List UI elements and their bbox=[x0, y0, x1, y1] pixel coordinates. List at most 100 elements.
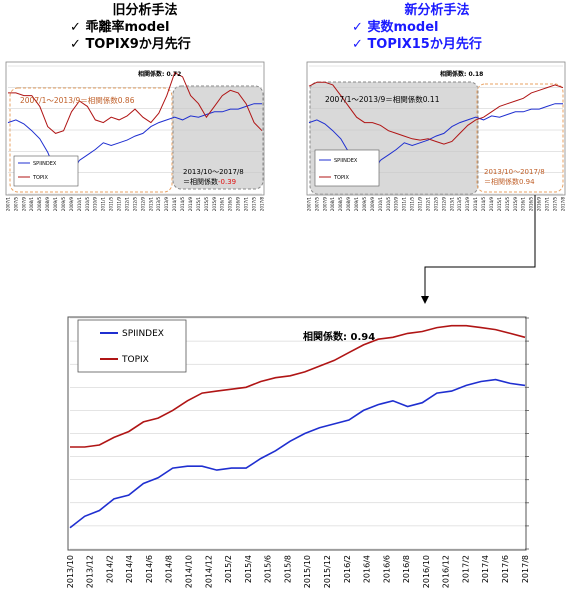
legend-label: SPIINDEX bbox=[334, 158, 358, 164]
x-tick-label: 2009/9 bbox=[69, 197, 74, 212]
new-method-title: 新分析手法 bbox=[404, 3, 470, 18]
x-tick-label: 2012/5 bbox=[433, 197, 438, 212]
x-tick-label: 2015/9 bbox=[513, 197, 518, 212]
old-highlight-box bbox=[172, 85, 264, 190]
x-tick-label: 2014/5 bbox=[481, 197, 486, 212]
annotation-text: ＝相関係数0.94 bbox=[484, 177, 535, 186]
x-tick-label: 2014/9 bbox=[489, 197, 494, 212]
x-tick-label: 2013/12 bbox=[86, 555, 95, 588]
annotation-text: 2013/10～2017/8 bbox=[183, 168, 244, 176]
x-tick-label: 2014/9 bbox=[188, 197, 193, 212]
x-tick-label: 2007/1 bbox=[5, 197, 10, 212]
series-line-topix bbox=[308, 81, 564, 145]
x-tick-label: 2013/5 bbox=[156, 197, 161, 212]
x-tick-label: 2009/5 bbox=[61, 197, 66, 212]
legend-label: SPIINDEX bbox=[122, 329, 164, 339]
x-tick-label: 2014/2 bbox=[105, 555, 114, 583]
x-tick-label: 2008/9 bbox=[45, 197, 50, 212]
legend-label: SPIINDEX bbox=[33, 161, 57, 167]
x-tick-label: 2008/1 bbox=[29, 197, 34, 212]
x-tick-label: 2015/10 bbox=[303, 555, 312, 588]
legend-label: TOPIX bbox=[333, 175, 349, 181]
x-tick-label: 2011/9 bbox=[117, 197, 122, 212]
x-tick-label: 2017/6 bbox=[501, 555, 510, 583]
x-tick-label: 2013/1 bbox=[148, 197, 153, 212]
x-tick-label: 2007/1 bbox=[306, 197, 311, 212]
x-tick-label: 2012/1 bbox=[426, 197, 431, 212]
x-tick-label: 2010/5 bbox=[85, 197, 90, 212]
x-tick-label: 2011/9 bbox=[418, 197, 423, 212]
x-tick-label: 2015/5 bbox=[505, 197, 510, 212]
x-tick-label: 2016/2 bbox=[343, 555, 352, 583]
x-tick-label: 2015/9 bbox=[212, 197, 217, 212]
x-tick-label: 2015/12 bbox=[323, 555, 332, 588]
x-tick-label: 2013/9 bbox=[164, 197, 169, 212]
x-tick-label: 2017/8 bbox=[259, 197, 264, 212]
x-tick-label: 2017/1 bbox=[244, 197, 249, 212]
x-tick-label: 2015/5 bbox=[204, 197, 209, 212]
x-tick-label: 2014/4 bbox=[125, 555, 134, 583]
x-tick-label: 2016/5 bbox=[228, 197, 233, 212]
x-tick-label: 2007/5 bbox=[314, 197, 319, 212]
x-tick-label: 2017/5 bbox=[252, 197, 257, 212]
x-tick-label: 2016/9 bbox=[537, 197, 542, 212]
x-tick-label: 2009/9 bbox=[370, 197, 375, 212]
x-tick-label: 2016/1 bbox=[220, 197, 225, 212]
legend-label: TOPIX bbox=[32, 175, 48, 181]
x-tick-label: 2009/5 bbox=[362, 197, 367, 212]
x-tick-label: 2017/1 bbox=[545, 197, 550, 212]
x-tick-label: 2011/5 bbox=[410, 197, 415, 212]
x-tick-label: 2012/9 bbox=[441, 197, 446, 212]
new-method-item-1: ✓ 実数model bbox=[352, 20, 439, 35]
series-line-topix bbox=[8, 71, 263, 134]
x-tick-label: 2011/1 bbox=[402, 197, 407, 212]
x-tick-label: 2007/5 bbox=[13, 197, 18, 212]
x-tick-label: 2014/5 bbox=[180, 197, 185, 212]
new-method-item-2: ✓ TOPIX15か月先行 bbox=[352, 37, 482, 52]
x-tick-label: 2016/1 bbox=[521, 197, 526, 212]
x-tick-label: 2015/2 bbox=[224, 555, 233, 583]
x-tick-label: 2015/6 bbox=[264, 555, 273, 583]
x-tick-label: 2010/9 bbox=[93, 197, 98, 212]
check-icon: ✓ bbox=[352, 20, 363, 35]
old-method-heading: 旧分析手法 ✓ 乖離率model ✓ TOPIX9か月先行 bbox=[70, 2, 220, 53]
x-tick-label: 2016/4 bbox=[363, 555, 372, 583]
x-tick-label: 2017/5 bbox=[553, 197, 558, 212]
x-tick-label: 2012/9 bbox=[140, 197, 145, 212]
chart-legend bbox=[13, 155, 79, 187]
x-tick-label: 2014/6 bbox=[145, 555, 154, 583]
old-method-item-2: ✓ TOPIX9か月先行 bbox=[70, 37, 191, 52]
x-tick-label: 2017/8 bbox=[521, 555, 530, 583]
x-tick-label: 2009/1 bbox=[53, 197, 58, 212]
old-method-title: 旧分析手法 bbox=[112, 3, 178, 18]
x-tick-label: 2012/1 bbox=[125, 197, 130, 212]
x-tick-label: 2016/5 bbox=[529, 197, 534, 212]
legend-label: TOPIX bbox=[121, 355, 149, 365]
x-tick-label: 2007/9 bbox=[21, 197, 26, 212]
x-tick-label: 2014/8 bbox=[165, 555, 174, 583]
x-tick-label: 2015/1 bbox=[196, 197, 201, 212]
new-method-heading: 新分析手法 ✓ 実数model ✓ TOPIX15か月先行 bbox=[352, 2, 522, 53]
x-tick-label: 2010/1 bbox=[378, 197, 383, 212]
x-tick-label: 2007/9 bbox=[322, 197, 327, 212]
chart-title: 相関係数: 0.72 bbox=[138, 70, 181, 78]
x-tick-label: 2013/1 bbox=[449, 197, 454, 212]
old-period-box bbox=[9, 87, 173, 193]
chart-title: 相関係数: 0.18 bbox=[440, 70, 483, 78]
x-tick-label: 2016/8 bbox=[402, 555, 411, 583]
check-icon: ✓ bbox=[352, 37, 363, 52]
x-tick-label: 2017/8 bbox=[560, 197, 565, 212]
x-tick-label: 2010/5 bbox=[386, 197, 391, 212]
x-tick-label: 2010/1 bbox=[77, 197, 82, 212]
x-tick-label: 2014/1 bbox=[172, 197, 177, 212]
x-tick-label: 2016/6 bbox=[382, 555, 391, 583]
annotation-text: 2013/10～2017/8 bbox=[484, 168, 545, 176]
x-tick-label: 2017/2 bbox=[462, 555, 471, 583]
annotation-text: 2007/1～2013/9＝相関係数0.11 bbox=[325, 94, 440, 104]
x-tick-label: 2008/1 bbox=[330, 197, 335, 212]
chart-legend bbox=[314, 149, 380, 187]
x-tick-label: 2014/10 bbox=[185, 555, 194, 588]
